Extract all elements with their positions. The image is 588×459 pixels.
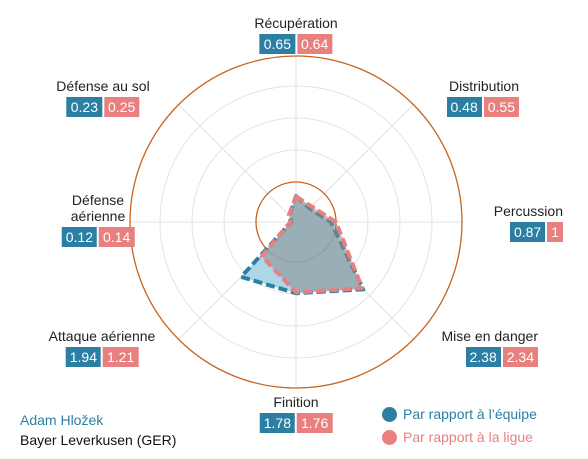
- value-label: 0.55: [483, 97, 519, 117]
- value-row: 0.48 0.55: [446, 97, 519, 117]
- outer-circle: [129, 55, 463, 389]
- legend-item: Par rapport à la ligue: [382, 429, 533, 445]
- value-row: 0.87 1: [494, 222, 563, 242]
- spoke: [178, 104, 297, 223]
- legend-label: Par rapport à la ligue: [403, 429, 533, 445]
- category-label: Récupération: [254, 15, 338, 31]
- category-label-group: Mise en danger 2.38 2.34: [441, 328, 538, 367]
- category-label: Défense au sol: [56, 78, 150, 94]
- category-label-group: Finition 1.78 1.76: [259, 394, 333, 433]
- value-row: 1.94 1.21: [49, 347, 156, 367]
- category-label: Attaque aérienne: [48, 328, 156, 344]
- value-row: 0.65 0.64: [254, 34, 337, 54]
- legend-swatch: [382, 429, 397, 445]
- value-row: 0.23 0.25: [56, 97, 149, 117]
- category-label: Distribution: [448, 78, 519, 94]
- category-label-group: Défense au sol 0.23 0.25: [56, 78, 150, 117]
- value-label: 0.14: [99, 227, 135, 247]
- team-name: Bayer Leverkusen (GER): [20, 432, 177, 448]
- legend-item: Par rapport à l’équipe: [382, 406, 537, 422]
- value-row: 2.38 2.34: [441, 347, 538, 367]
- category-label: Finition: [273, 394, 319, 410]
- value-label: 1.76: [297, 413, 333, 433]
- value-label: 2.38: [465, 347, 501, 367]
- value-row: 0.12 0.14: [61, 227, 135, 247]
- value-label: 1: [547, 222, 563, 242]
- value-label: 1.94: [65, 347, 101, 367]
- value-row: 1.78 1.76: [259, 413, 333, 433]
- legend-label: Par rapport à l’équipe: [403, 406, 537, 422]
- category-label: Défense aérienne: [70, 192, 126, 224]
- value-label: 0.64: [297, 34, 333, 54]
- category-label: Mise en danger: [441, 328, 538, 344]
- value-label: 1.21: [102, 347, 139, 367]
- category-label-group: Récupération 0.65 0.64: [254, 15, 338, 54]
- value-label: 0.25: [104, 97, 140, 117]
- series-area: [259, 194, 365, 295]
- value-label: 2.34: [502, 347, 538, 367]
- value-label: 0.48: [446, 97, 482, 117]
- category-label-group: Percussion 0.87 1: [494, 203, 563, 242]
- legend-swatch: [382, 406, 397, 422]
- category-label: Percussion: [493, 203, 563, 219]
- value-label: 0.23: [66, 97, 102, 117]
- player-name: Adam Hložek: [20, 412, 104, 428]
- category-label-group: Attaque aérienne 1.94 1.21: [48, 328, 156, 367]
- category-label-group: Distribution 0.48 0.55: [446, 78, 519, 117]
- value-label: 1.78: [259, 413, 295, 433]
- value-label: 0.87: [509, 222, 546, 242]
- spoke: [295, 104, 414, 223]
- category-label-group: Défense aérienne 0.12 0.14: [61, 192, 135, 247]
- value-label: 0.12: [61, 227, 97, 247]
- value-label: 0.65: [259, 34, 295, 54]
